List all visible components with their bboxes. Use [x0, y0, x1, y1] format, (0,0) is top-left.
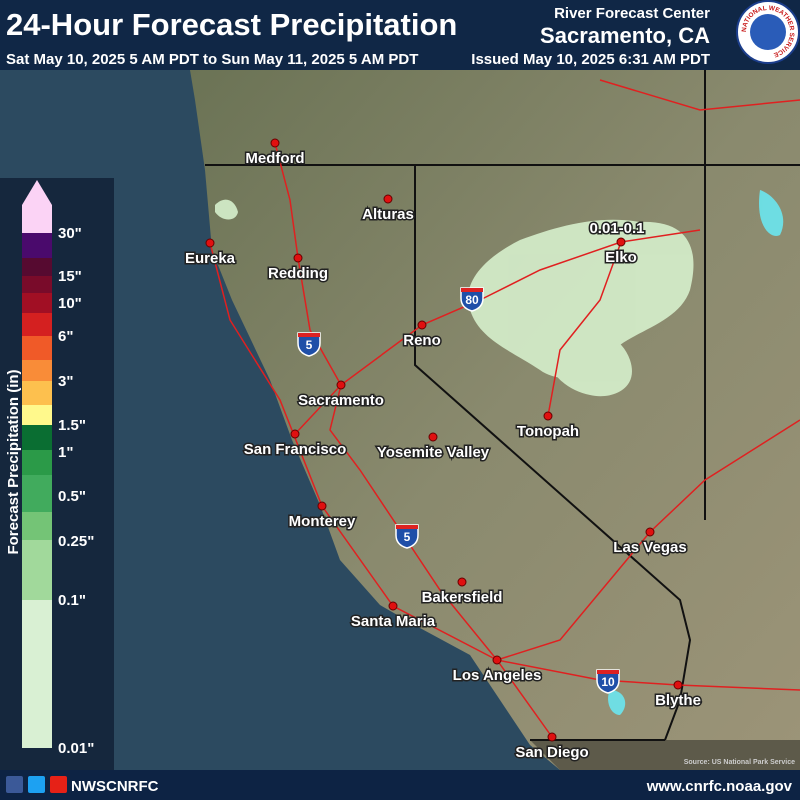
highway-number: 80 [465, 293, 479, 307]
highway-shield-top [396, 525, 418, 529]
precip-areas [215, 190, 784, 715]
legend-label: 3" [58, 373, 73, 390]
city-dot [492, 655, 502, 665]
office-line2: Sacramento, CA [540, 23, 710, 48]
highway-number: 5 [306, 338, 313, 352]
city-label: Tonopah [517, 423, 579, 440]
city-dot [547, 732, 557, 742]
youtube-icon[interactable] [50, 776, 67, 793]
footer-handle: NWSCNRFC [71, 778, 159, 795]
city-dot [317, 501, 327, 511]
facebook-icon[interactable] [6, 776, 23, 793]
highway-shield-top [597, 670, 619, 674]
legend-band [22, 405, 52, 425]
city-label: Elko [605, 249, 637, 266]
highway-shield-top [461, 288, 483, 292]
city-dot [205, 238, 215, 248]
valid-period: Sat May 10, 2025 5 AM PDT to Sun May 11,… [6, 51, 418, 68]
city-dot [383, 194, 393, 204]
highway-shield [460, 287, 484, 312]
legend-band [22, 258, 52, 276]
city-label: Alturas [362, 206, 414, 223]
city-label: Sacramento [298, 392, 384, 409]
city-dot [270, 138, 280, 148]
footer-bar [0, 770, 800, 800]
legend-band [22, 360, 52, 381]
legend-label: 30" [58, 225, 82, 242]
city-label: Las Vegas [613, 539, 686, 556]
city-dot [336, 380, 346, 390]
city-dot [645, 527, 655, 537]
legend-label: 0.5" [58, 488, 86, 505]
legend-band [22, 512, 52, 540]
legend-band [22, 293, 52, 313]
footer-url[interactable]: www.cnrfc.noaa.gov [646, 778, 793, 795]
highway-shield [395, 524, 419, 549]
highway-shield [596, 669, 620, 694]
highway-shield-top [298, 333, 320, 337]
twitter-icon[interactable] [28, 776, 45, 793]
city-dot [417, 320, 427, 330]
city-label: Los Angeles [453, 667, 542, 684]
legend-panel [0, 178, 114, 770]
city-label: Eureka [185, 250, 236, 267]
legend-band [22, 540, 52, 600]
legend-arrow [22, 180, 52, 205]
state-borders [205, 70, 800, 741]
city-label: Blythe [655, 692, 701, 709]
city-dot [616, 237, 626, 247]
city-label: Reno [403, 332, 441, 349]
legend-label: 0.1" [58, 592, 86, 609]
legend-band [22, 425, 52, 450]
city-dot [543, 411, 553, 421]
legend-axis-label: Forecast Precipitation (in) [5, 369, 22, 554]
legend-label: 0.25" [58, 533, 94, 550]
legend-label: 6" [58, 328, 73, 345]
city-label: San Diego [515, 744, 588, 761]
city-label: Yosemite Valley [377, 444, 490, 461]
office-line1: River Forecast Center [554, 5, 710, 22]
legend-label: 1.5" [58, 417, 86, 434]
highway-number: 5 [404, 530, 411, 544]
logo-center [750, 14, 786, 50]
legend-band [22, 205, 52, 233]
city-label: San Francisco [244, 441, 347, 458]
city-dot [293, 253, 303, 263]
legend-label: 15" [58, 268, 82, 285]
legend-label: 10" [58, 295, 82, 312]
city-dot [290, 429, 300, 439]
legend-band [22, 450, 52, 475]
legend-label: 0.01" [58, 740, 94, 757]
city-label: Bakersfield [422, 589, 503, 606]
city-dot [428, 432, 438, 442]
city-dot [388, 601, 398, 611]
legend-band [22, 233, 52, 258]
city-dot [673, 680, 683, 690]
legend-band [22, 276, 52, 293]
city-label: Monterey [289, 513, 356, 530]
mexico [530, 740, 800, 770]
issued: Issued May 10, 2025 6:31 AM PDT [471, 51, 710, 68]
area-label: 0.01-0.1 [589, 220, 644, 237]
legend-band [22, 336, 52, 360]
legend-bar [22, 180, 52, 748]
highway-shield [297, 332, 321, 357]
title: 24-Hour Forecast Precipitation [6, 7, 457, 42]
legend-band [22, 600, 52, 748]
source: Source: US National Park Service [684, 759, 795, 766]
city-label: Redding [268, 265, 328, 282]
city-label: Santa Maria [351, 613, 436, 630]
city-dot [457, 577, 467, 587]
highway-number: 10 [601, 675, 615, 689]
header-bar [0, 0, 800, 70]
legend-band [22, 313, 52, 336]
legend-label: 1" [58, 444, 73, 461]
legend-band [22, 381, 52, 405]
legend-band [22, 475, 52, 512]
city-label: Medford [245, 150, 304, 167]
